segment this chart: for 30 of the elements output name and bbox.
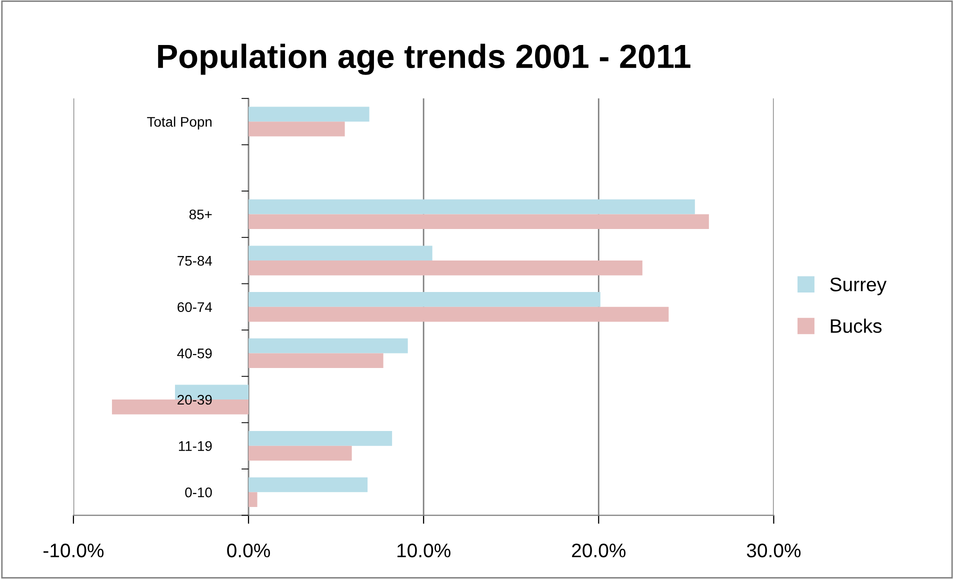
y-tick-label: Total Popn <box>147 116 212 130</box>
legend-label: Surrey <box>830 278 887 296</box>
x-tick-label: 20.0% <box>572 544 626 558</box>
y-tick-label: 75-84 <box>178 256 212 266</box>
bar <box>248 446 352 461</box>
x-tick-label: 10.0% <box>397 544 450 558</box>
legend-label: Bucks <box>830 318 882 333</box>
bar <box>248 338 408 354</box>
y-tick-label: 60-74 <box>178 302 212 312</box>
bar <box>248 306 669 322</box>
chart-title: Population age trends 2001 - 2011 <box>158 44 690 75</box>
bar <box>248 353 384 368</box>
bar <box>248 477 368 492</box>
x-tick-label: 0.0% <box>227 544 270 558</box>
y-tick-label: 40-59 <box>177 348 212 358</box>
y-tick-label: 11-19 <box>178 441 212 451</box>
y-tick-label: 0-10 <box>185 487 212 498</box>
bar <box>248 106 370 122</box>
bar <box>248 199 695 214</box>
bar <box>248 260 642 276</box>
y-tick-label: 20-39 <box>178 394 212 405</box>
y-tick-label: 85+ <box>189 210 212 220</box>
x-tick-label: 30.0% <box>746 544 801 558</box>
x-tick-label: -10.0% <box>44 544 104 558</box>
bar <box>248 292 600 307</box>
bar <box>248 122 345 136</box>
bar <box>248 214 709 230</box>
bar <box>248 431 392 446</box>
bar <box>248 492 258 507</box>
bar <box>248 246 432 261</box>
